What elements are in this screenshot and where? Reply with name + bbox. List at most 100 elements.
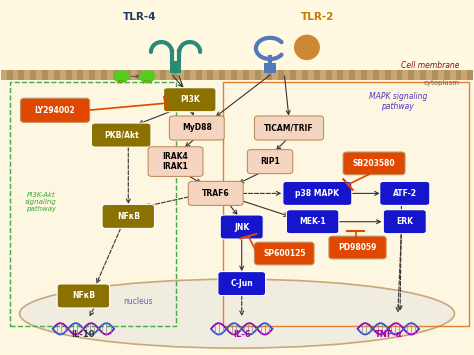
Text: SP600125: SP600125: [263, 249, 306, 258]
Bar: [349, 70, 355, 80]
Bar: [438, 70, 444, 80]
Text: PKB/Akt: PKB/Akt: [104, 131, 138, 140]
Text: IRAK4
IRAK1: IRAK4 IRAK1: [163, 152, 189, 171]
Bar: [420, 70, 426, 80]
Bar: [0, 79, 474, 354]
Text: p38 MAPK: p38 MAPK: [295, 189, 339, 198]
Bar: [7, 70, 12, 80]
Bar: [60, 70, 66, 80]
Bar: [255, 70, 261, 80]
Bar: [402, 70, 408, 80]
Text: ATF-2: ATF-2: [393, 189, 417, 198]
Bar: [184, 70, 190, 80]
Bar: [0, 70, 7, 80]
Circle shape: [114, 71, 129, 82]
Bar: [264, 63, 276, 73]
Bar: [213, 70, 219, 80]
FancyBboxPatch shape: [383, 210, 426, 234]
Bar: [266, 70, 273, 80]
Bar: [432, 70, 438, 80]
Bar: [125, 70, 131, 80]
Text: PI3K: PI3K: [180, 95, 200, 104]
Bar: [190, 70, 196, 80]
Bar: [89, 70, 95, 80]
Bar: [296, 70, 302, 80]
Bar: [319, 70, 326, 80]
Bar: [331, 70, 337, 80]
Bar: [30, 70, 36, 80]
Bar: [24, 70, 30, 80]
FancyBboxPatch shape: [286, 210, 339, 234]
Text: nucleus: nucleus: [123, 297, 153, 306]
Bar: [155, 70, 160, 80]
Bar: [18, 70, 24, 80]
Bar: [261, 70, 266, 80]
FancyBboxPatch shape: [255, 242, 314, 265]
Bar: [66, 70, 72, 80]
Bar: [284, 70, 290, 80]
FancyBboxPatch shape: [380, 181, 430, 206]
FancyBboxPatch shape: [20, 98, 90, 122]
Ellipse shape: [294, 35, 320, 60]
FancyBboxPatch shape: [102, 204, 155, 228]
Bar: [143, 70, 148, 80]
Bar: [42, 70, 48, 80]
Bar: [172, 70, 178, 80]
Ellipse shape: [19, 279, 455, 348]
FancyBboxPatch shape: [329, 236, 386, 259]
Bar: [101, 70, 107, 80]
Bar: [361, 70, 367, 80]
Text: PD98059: PD98059: [338, 243, 377, 252]
Text: PI3K-Akt
signaling
pathway: PI3K-Akt signaling pathway: [25, 192, 57, 212]
Bar: [170, 61, 181, 73]
Bar: [231, 70, 237, 80]
Bar: [426, 70, 432, 80]
Bar: [337, 70, 343, 80]
Bar: [379, 70, 385, 80]
Bar: [273, 70, 278, 80]
FancyBboxPatch shape: [91, 123, 151, 147]
FancyBboxPatch shape: [255, 116, 323, 140]
Bar: [113, 70, 119, 80]
Text: Cell membrane: Cell membrane: [401, 61, 459, 70]
Bar: [131, 70, 137, 80]
Bar: [166, 70, 172, 80]
Bar: [243, 70, 249, 80]
Bar: [456, 70, 462, 80]
Bar: [249, 70, 255, 80]
Bar: [462, 70, 467, 80]
FancyBboxPatch shape: [57, 284, 109, 308]
Bar: [373, 70, 379, 80]
Bar: [467, 70, 474, 80]
Circle shape: [140, 71, 155, 82]
Bar: [148, 70, 155, 80]
Text: NFκB: NFκB: [117, 212, 140, 221]
Text: MEK-1: MEK-1: [299, 217, 326, 226]
Text: MyD88: MyD88: [182, 124, 212, 132]
Bar: [367, 70, 373, 80]
Text: ERK: ERK: [396, 217, 413, 226]
FancyBboxPatch shape: [220, 215, 263, 239]
Bar: [196, 70, 201, 80]
Bar: [36, 70, 42, 80]
Text: PIP₂: PIP₂: [142, 80, 152, 85]
Text: TICAM/TRIF: TICAM/TRIF: [264, 124, 314, 132]
Bar: [408, 70, 414, 80]
Bar: [48, 70, 54, 80]
Bar: [302, 70, 308, 80]
Text: SB203580: SB203580: [353, 159, 395, 168]
Bar: [414, 70, 420, 80]
Bar: [107, 70, 113, 80]
Text: TLR-4: TLR-4: [123, 12, 157, 22]
Bar: [208, 70, 213, 80]
Bar: [290, 70, 296, 80]
FancyBboxPatch shape: [247, 149, 293, 174]
Text: IL-6: IL-6: [233, 331, 251, 339]
Bar: [314, 70, 319, 80]
FancyBboxPatch shape: [283, 181, 352, 206]
Bar: [95, 70, 101, 80]
Bar: [119, 70, 125, 80]
Bar: [278, 70, 284, 80]
Text: C-Jun: C-Jun: [230, 279, 253, 288]
Bar: [444, 70, 450, 80]
